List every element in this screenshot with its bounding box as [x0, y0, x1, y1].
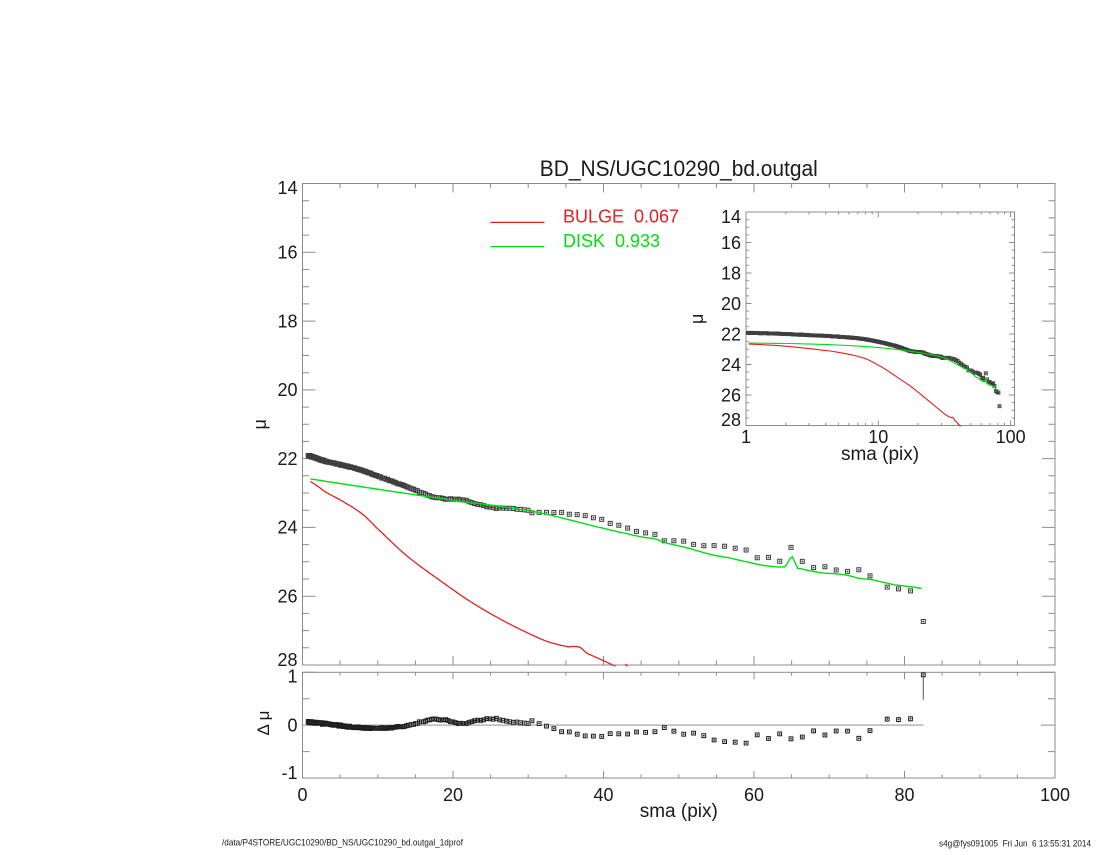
svg-text:sma (pix): sma (pix)	[841, 444, 919, 465]
svg-text:26: 26	[277, 587, 297, 607]
svg-text:16: 16	[277, 243, 297, 263]
svg-text:22: 22	[277, 449, 297, 469]
svg-text:BD_NS/UGC10290_bd.outgal: BD_NS/UGC10290_bd.outgal	[540, 156, 818, 181]
svg-text:22: 22	[721, 324, 741, 344]
svg-text:sma (pix): sma (pix)	[640, 801, 718, 822]
svg-text:14: 14	[277, 178, 297, 198]
svg-text:s4g@fys091005 Fri Jun 6 13:5: s4g@fys091005 Fri Jun 6 13:55:31 2014	[939, 839, 1091, 850]
svg-text:80: 80	[894, 785, 914, 805]
svg-text:14: 14	[721, 207, 741, 227]
svg-text:60: 60	[744, 785, 764, 805]
svg-text:100: 100	[1040, 785, 1070, 805]
svg-text:10: 10	[868, 427, 888, 447]
svg-text:0: 0	[297, 785, 307, 805]
svg-text:20: 20	[277, 380, 297, 400]
svg-text:26: 26	[721, 385, 741, 405]
svg-text:24: 24	[721, 355, 741, 375]
svg-text:DISK 0.933: DISK 0.933	[563, 231, 660, 251]
svg-text:1: 1	[741, 427, 751, 447]
svg-text:16: 16	[721, 233, 741, 253]
svg-text:28: 28	[277, 650, 297, 670]
svg-text:/data/P4STORE/UGC10290/BD_NS/U: /data/P4STORE/UGC10290/BD_NS/UGC10290_bd…	[222, 838, 463, 849]
svg-text:1: 1	[287, 667, 297, 687]
svg-text:μ: μ	[250, 419, 270, 429]
svg-text:-1: -1	[281, 763, 297, 783]
svg-text:20: 20	[443, 785, 463, 805]
svg-text:40: 40	[593, 785, 613, 805]
svg-text:18: 18	[277, 311, 297, 331]
svg-text:24: 24	[277, 518, 297, 538]
svg-text:0: 0	[287, 715, 297, 735]
svg-text:μ: μ	[687, 314, 707, 324]
svg-text:BULGE 0.067: BULGE 0.067	[563, 207, 679, 227]
svg-text:18: 18	[721, 263, 741, 283]
svg-text:Δ μ: Δ μ	[254, 711, 273, 736]
svg-text:28: 28	[721, 410, 741, 430]
svg-text:20: 20	[721, 294, 741, 314]
svg-text:100: 100	[996, 427, 1026, 447]
